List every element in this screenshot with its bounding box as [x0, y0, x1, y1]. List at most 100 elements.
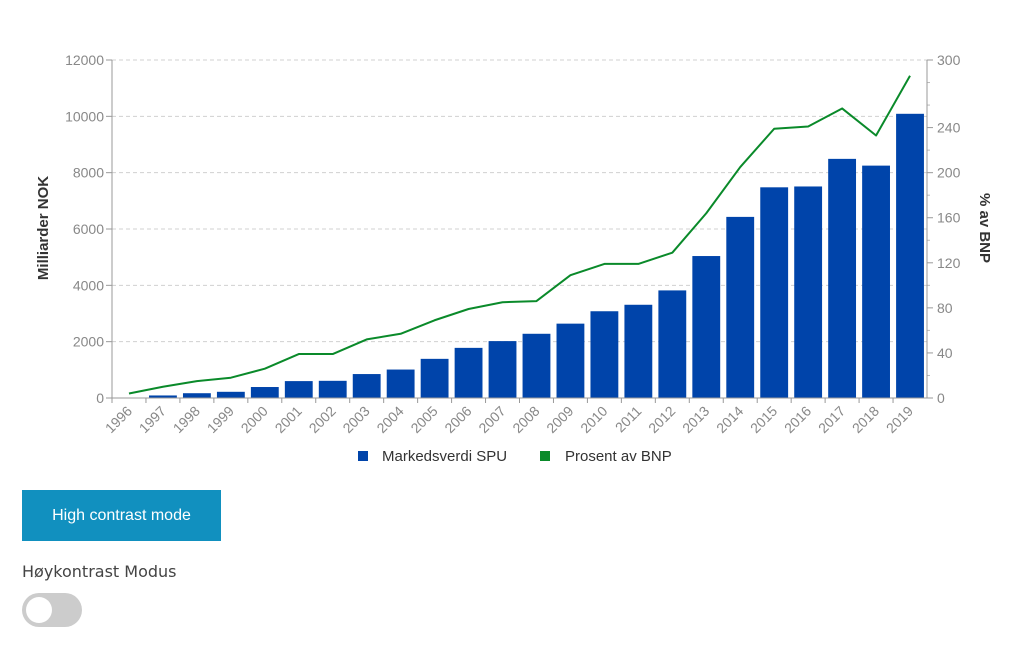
x-tick-label: 2009: [543, 403, 576, 436]
x-tick-label: 2005: [407, 403, 440, 436]
bar[interactable]: [488, 341, 517, 398]
bar[interactable]: [794, 186, 823, 398]
x-tick-label: 2013: [679, 403, 712, 436]
series-line-prosent-av-bnp[interactable]: [128, 75, 911, 395]
x-tick-label: 2014: [713, 403, 746, 436]
line-point[interactable]: [500, 300, 505, 305]
x-tick-label: 2011: [612, 403, 645, 436]
legend: Markedsverdi SPU Prosent av BNP: [358, 448, 672, 465]
high-contrast-mode-button[interactable]: High contrast mode: [22, 490, 221, 541]
x-tick-label: 2019: [883, 403, 916, 436]
line-point[interactable]: [160, 384, 165, 389]
bar[interactable]: [352, 374, 381, 398]
bar[interactable]: [454, 347, 483, 398]
bar[interactable]: [896, 113, 924, 398]
line-point[interactable]: [568, 273, 573, 278]
bar[interactable]: [862, 165, 890, 398]
line-point[interactable]: [364, 337, 369, 342]
x-tick-label: 2008: [509, 403, 542, 436]
x-tick-label: 1998: [170, 403, 203, 436]
x-tick-label: 1997: [136, 403, 169, 436]
line-point[interactable]: [296, 352, 301, 357]
bar[interactable]: [692, 256, 721, 398]
line-point[interactable]: [262, 366, 267, 371]
bar[interactable]: [522, 333, 551, 398]
x-tick-label: 2017: [815, 403, 848, 436]
y-left-tick-label: 10000: [65, 108, 104, 124]
bar[interactable]: [284, 381, 313, 398]
line-point[interactable]: [466, 306, 471, 311]
x-tick-label: 2001: [272, 403, 305, 436]
bar[interactable]: [726, 216, 755, 398]
line-point[interactable]: [330, 352, 335, 357]
x-tick-label: 2007: [475, 403, 508, 436]
line-point[interactable]: [228, 375, 233, 380]
bar[interactable]: [658, 290, 687, 398]
bar[interactable]: [556, 323, 585, 398]
line-point[interactable]: [636, 261, 641, 266]
x-tick-label: 1996: [102, 403, 135, 436]
legend-label-bars[interactable]: Markedsverdi SPU: [382, 448, 507, 465]
line-point[interactable]: [806, 124, 811, 129]
chart: 0 2000 4000 6000 8000 10000 12000 0 40 80 120 160 20…: [35, 52, 993, 465]
line-point[interactable]: [432, 318, 437, 323]
y-right-tick-label: 0: [937, 390, 945, 406]
line-point[interactable]: [398, 331, 403, 336]
line-point[interactable]: [738, 165, 743, 170]
line-point[interactable]: [670, 250, 675, 255]
line-point[interactable]: [194, 379, 199, 384]
bar[interactable]: [420, 358, 449, 398]
y-right-tick-label: 80: [937, 300, 953, 316]
line-point[interactable]: [704, 211, 709, 216]
y-left-tick-label: 8000: [73, 165, 104, 181]
line-point[interactable]: [908, 73, 913, 78]
x-tick-label: 2016: [781, 403, 814, 436]
bars: [149, 113, 924, 398]
y-right-tick-label: 40: [937, 345, 953, 361]
y-right-tick-label: 200: [937, 165, 961, 181]
toggle-knob: [26, 597, 52, 623]
bar[interactable]: [250, 387, 279, 398]
bar[interactable]: [149, 395, 177, 398]
bar[interactable]: [590, 311, 619, 398]
y-right-tick-label: 120: [937, 255, 961, 271]
bar[interactable]: [828, 158, 857, 398]
y-right-tick-label: 160: [937, 210, 961, 226]
y-left-tick-label: 6000: [73, 221, 104, 237]
line-point[interactable]: [874, 133, 879, 138]
y-left-tick-label: 12000: [65, 52, 104, 68]
y-right-tick-label: 300: [937, 52, 961, 68]
y-left-tick-label: 2000: [73, 334, 104, 350]
x-tick-label: 2018: [849, 403, 882, 436]
x-tick-label: 2006: [441, 403, 474, 436]
bar[interactable]: [216, 391, 245, 398]
x-tick-label: 2010: [577, 403, 610, 436]
line-point[interactable]: [840, 106, 845, 111]
bar[interactable]: [182, 393, 211, 398]
bar[interactable]: [318, 380, 347, 398]
legend-label-line[interactable]: Prosent av BNP: [565, 448, 672, 465]
line-point[interactable]: [602, 261, 607, 266]
bar[interactable]: [624, 304, 653, 398]
x-tick-label: 2012: [645, 403, 678, 436]
x-tick-label: 2015: [747, 403, 780, 436]
y-left-tick-label: 0: [96, 390, 104, 406]
x-tick-label: 2002: [306, 403, 339, 436]
x-tick-label: 2000: [238, 403, 271, 436]
line-point[interactable]: [126, 391, 131, 396]
x-tick-label: 2004: [373, 403, 406, 436]
y-axis-left-label: Milliarder NOK: [35, 176, 52, 280]
high-contrast-toggle[interactable]: [22, 593, 82, 627]
line-point[interactable]: [772, 126, 777, 131]
bar[interactable]: [760, 187, 789, 398]
y-right-tick-label: 240: [937, 120, 961, 136]
line-point[interactable]: [534, 299, 539, 304]
x-tick-label: 2003: [339, 403, 372, 436]
y-axis-right-label: % av BNP: [976, 193, 993, 263]
grid-lines: [112, 59, 927, 343]
legend-swatch-line: [540, 451, 550, 461]
bar[interactable]: [386, 369, 415, 398]
line-series: [126, 73, 913, 396]
y-left-tick-label: 4000: [73, 277, 104, 293]
high-contrast-toggle-label: Høykontrast Modus: [22, 562, 177, 581]
